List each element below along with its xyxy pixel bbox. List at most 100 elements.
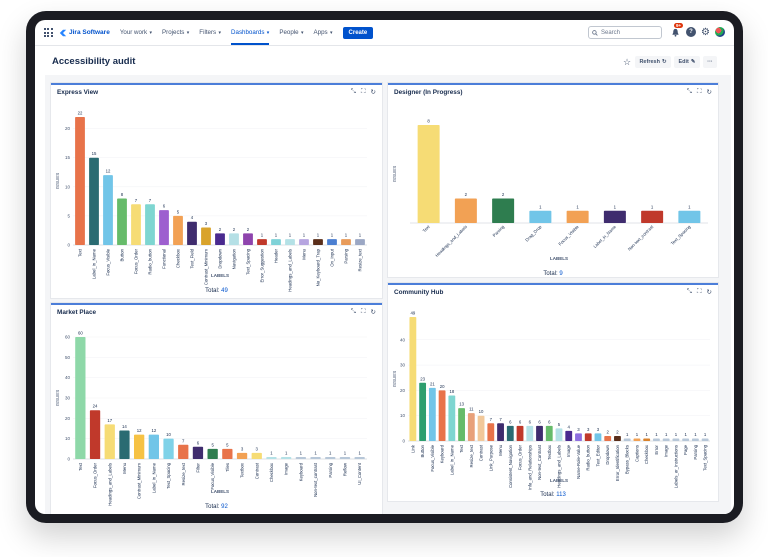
y-tick-label: 30 xyxy=(65,396,71,401)
total-value-link[interactable]: 113 xyxy=(556,492,566,498)
nav-item-apps[interactable]: Apps ▾ xyxy=(314,29,333,36)
edit-button[interactable]: Edit ✎ xyxy=(674,56,700,68)
bar xyxy=(103,175,113,245)
refresh-icon[interactable]: ↻ xyxy=(706,289,712,296)
bar-value-label: 1 xyxy=(614,204,617,209)
x-tick-label: Text xyxy=(78,248,83,257)
minimize-icon[interactable]: ⤡ xyxy=(686,288,692,295)
y-tick-label: 5 xyxy=(67,213,70,218)
refresh-icon[interactable]: ↻ xyxy=(706,89,712,96)
refresh-button[interactable]: Refresh ↻ xyxy=(635,56,671,68)
bar xyxy=(682,438,690,441)
bar-value-label: 12 xyxy=(151,428,156,433)
x-tick-label: Focus_Visible xyxy=(210,462,215,489)
bar xyxy=(419,382,427,441)
bar-value-label: 1 xyxy=(645,432,648,437)
bar-value-label: 6 xyxy=(538,419,541,424)
star-icon[interactable]: ☆ xyxy=(623,57,632,67)
x-tick-label: Dropdown xyxy=(605,444,610,464)
x-tick-label: Menu xyxy=(498,444,503,455)
fullscreen-icon[interactable]: ⛶ xyxy=(696,88,702,95)
y-tick-label: 60 xyxy=(65,335,71,340)
bar xyxy=(454,198,477,223)
bar xyxy=(555,428,563,441)
nav-item-label: Projects xyxy=(162,29,185,36)
bar-value-label: 6 xyxy=(197,440,200,445)
jira-logo[interactable]: Jira Software xyxy=(59,29,110,37)
total-value-link[interactable]: 49 xyxy=(221,288,228,294)
bar-chart: ISSUES0510152022Text15Label_in_Name12Foc… xyxy=(55,111,367,292)
bar-value-label: 1 xyxy=(300,450,303,455)
app-switcher-icon[interactable] xyxy=(42,27,54,39)
minimize-icon[interactable]: ⤡ xyxy=(350,308,356,315)
x-tick-label: Resize_text xyxy=(469,444,474,467)
bar-value-label: 3 xyxy=(597,427,600,432)
avatar[interactable] xyxy=(714,27,725,37)
x-tick-label: Text_Spacing xyxy=(670,224,692,246)
bar xyxy=(604,435,612,441)
nav-item-filters[interactable]: Filters ▾ xyxy=(199,29,221,36)
bar-value-label: 1 xyxy=(331,233,334,238)
bar-value-label: 2 xyxy=(219,227,222,232)
help-icon[interactable]: ? xyxy=(686,27,696,37)
x-tick-label: Parsing xyxy=(491,224,505,238)
fullscreen-icon[interactable]: ⛶ xyxy=(360,88,366,95)
bar-value-label: 5 xyxy=(211,442,214,447)
settings-gear-icon[interactable]: ⚙ xyxy=(701,26,710,38)
nav-item-people[interactable]: People ▾ xyxy=(279,29,303,36)
create-button[interactable]: Create xyxy=(342,26,374,39)
bar xyxy=(477,415,485,441)
minimize-icon[interactable]: ⤡ xyxy=(686,88,692,95)
x-tick-label: Name-Role-Value xyxy=(576,444,581,478)
bar-value-label: 15 xyxy=(92,151,97,156)
gadget-tools: ⤡ ⛶ ↻ xyxy=(687,88,712,96)
bar xyxy=(566,210,589,223)
nav-item-your-work[interactable]: Your work ▾ xyxy=(120,29,152,36)
bar xyxy=(178,444,189,459)
y-tick-label: 10 xyxy=(400,413,406,418)
total-value-link[interactable]: 9 xyxy=(559,271,563,277)
refresh-icon[interactable]: ↻ xyxy=(370,309,376,316)
more-actions-button[interactable]: ··· xyxy=(703,56,717,68)
bar-value-label: 1 xyxy=(344,450,347,455)
notification-badge: 9+ xyxy=(674,23,684,28)
minimize-icon[interactable]: ⤡ xyxy=(350,88,356,95)
nav-item-dashboards[interactable]: Dashboards ▾ xyxy=(231,29,270,45)
y-tick-label: 0 xyxy=(402,439,405,444)
bar xyxy=(215,233,225,245)
gadget-tools: ⤡ ⛶ ↻ xyxy=(351,88,376,96)
nav-item-projects[interactable]: Projects ▾ xyxy=(162,29,189,36)
bar-value-label: 6 xyxy=(529,419,532,424)
search-input[interactable]: Search xyxy=(588,26,662,39)
bar-value-label: 7 xyxy=(490,417,493,422)
top-navigation: Jira Software Your work ▾ Projects ▾ Filte… xyxy=(35,20,734,46)
bar-value-label: 3 xyxy=(205,221,208,226)
fullscreen-icon[interactable]: ⛶ xyxy=(360,308,366,315)
x-tick-label: Error xyxy=(654,444,659,454)
bar-value-label: 6 xyxy=(509,419,512,424)
refresh-icon[interactable]: ↻ xyxy=(370,89,376,96)
bar-value-label: 1 xyxy=(675,432,678,437)
bar-value-label: 14 xyxy=(122,424,127,429)
bar-value-label: 5 xyxy=(226,442,229,447)
notifications-button[interactable]: 9+ xyxy=(669,23,684,38)
bar-value-label: 7 xyxy=(135,198,138,203)
x-tick-label: Contrast_Minimum xyxy=(137,463,142,499)
x-tick-label: Checkbox xyxy=(644,444,649,464)
x-tick-label: Textbox xyxy=(240,462,245,478)
x-tick-label: Error_Suggestion xyxy=(260,248,265,282)
fullscreen-icon[interactable]: ⛶ xyxy=(696,288,702,295)
bar xyxy=(506,425,514,441)
x-tick-label: Headings_and_Labels xyxy=(557,445,562,488)
bar-value-label: 1 xyxy=(688,204,691,209)
bar-value-label: 13 xyxy=(459,402,464,407)
bar xyxy=(701,438,709,441)
total-value-link[interactable]: 92 xyxy=(221,504,228,510)
bar-value-label: 1 xyxy=(317,233,320,238)
x-tick-label: Text xyxy=(422,224,432,234)
x-tick-label: Contrast xyxy=(254,462,259,479)
y-tick-label: 10 xyxy=(65,436,71,441)
y-tick-label: 15 xyxy=(65,155,71,160)
search-icon xyxy=(592,29,598,36)
bar xyxy=(354,456,365,459)
